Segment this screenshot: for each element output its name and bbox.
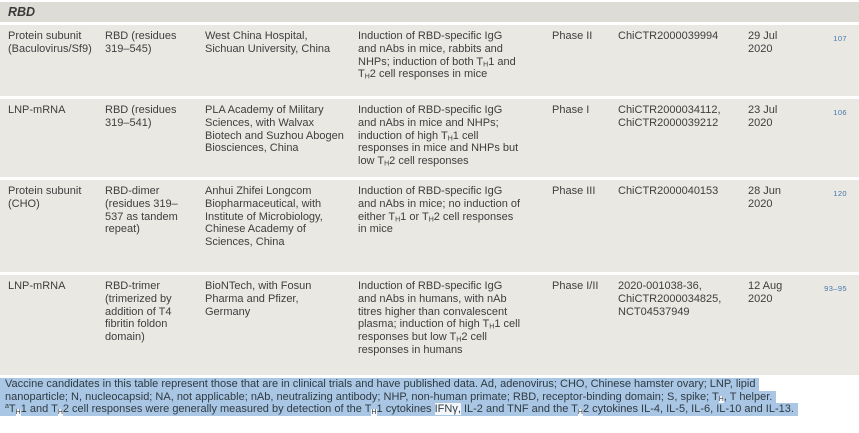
cell-date: 23 Jul 2020 bbox=[748, 104, 778, 129]
cell-phase: Phase II bbox=[552, 30, 593, 42]
cell-references: 107 bbox=[803, 30, 859, 96]
cell-immunogenicity: Induction of RBD-specific IgG and nAbs i… bbox=[358, 104, 519, 168]
table-row: LNP-mRNA RBD (residues 319–541) PLA Acad… bbox=[0, 99, 859, 177]
section-title: RBD bbox=[8, 5, 36, 19]
cell-platform: Protein subunit (CHO) bbox=[8, 185, 82, 210]
reference-link[interactable]: 106 bbox=[833, 108, 847, 117]
cell-immunogenicity: Induction of RBD-specific IgG and nAbs i… bbox=[358, 30, 516, 81]
reference-link[interactable]: 120 bbox=[833, 189, 847, 198]
cell-antigen: RBD-dimer (residues 319–537 as tandem re… bbox=[105, 185, 178, 236]
cell-platform: Protein subunit (Baculovirus/Sf9) bbox=[8, 30, 92, 55]
cell-developer: PLA Academy of Military Sciences, with W… bbox=[205, 104, 344, 155]
cell-trial-numbers: ChiCTR2000034112, ChiCTR2000039212 bbox=[618, 104, 721, 129]
cell-trial-numbers: 2020-001038-36, ChiCTR2000034825, NCT045… bbox=[618, 280, 722, 318]
cell-phase: Phase I/II bbox=[552, 280, 599, 292]
cell-trial-numbers: ChiCTR2000040153 bbox=[618, 185, 719, 197]
cell-references: 120 bbox=[803, 185, 859, 272]
table-row: Protein subunit (CHO) RBD-dimer (residue… bbox=[0, 180, 859, 272]
cell-date: 12 Aug 2020 bbox=[748, 280, 783, 305]
cell-date: 28 Jun 2020 bbox=[748, 185, 782, 210]
cell-date: 29 Jul 2020 bbox=[748, 30, 778, 55]
reference-link[interactable]: 107 bbox=[833, 34, 847, 43]
cell-platform: LNP-mRNA bbox=[8, 104, 66, 116]
reference-link[interactable]: 93–95 bbox=[824, 284, 847, 293]
footnote-line[interactable]: nanoparticle; N, nucleocapsid; NA, not a… bbox=[0, 390, 777, 404]
cell-antigen: RBD-trimer (trimerized by addition of T4… bbox=[105, 280, 172, 344]
table-row: Protein subunit (Baculovirus/Sf9) RBD (r… bbox=[0, 25, 859, 96]
cell-references: 93–95 bbox=[803, 280, 859, 375]
cell-phase: Phase I bbox=[552, 104, 590, 116]
cell-antigen: RBD (residues 319–541) bbox=[105, 104, 177, 129]
cell-antigen: RBD (residues 319–545) bbox=[105, 30, 177, 55]
cell-developer: Anhui Zhifei Longcom Biopharmaceutical, … bbox=[205, 185, 323, 249]
table-row: LNP-mRNA RBD-trimer (trimerized by addit… bbox=[0, 275, 859, 375]
cell-trial-numbers: ChiCTR2000039994 bbox=[618, 30, 719, 42]
cell-platform: LNP-mRNA bbox=[8, 280, 66, 292]
section-header-rbd: RBD bbox=[0, 2, 859, 22]
cell-immunogenicity: Induction of RBD-specific IgG and nAbs i… bbox=[358, 185, 521, 236]
cell-immunogenicity: Induction of RBD-specific IgG and nAbs i… bbox=[358, 280, 521, 356]
cell-developer: West China Hospital, Sichuan University,… bbox=[205, 30, 331, 55]
cell-references: 106 bbox=[803, 104, 859, 177]
footnote-line[interactable]: Vaccine candidates in this table represe… bbox=[0, 378, 760, 391]
cell-phase: Phase III bbox=[552, 185, 596, 197]
cell-developer: BioNTech, with Fosun Pharma and Pfizer, … bbox=[205, 280, 312, 318]
footnote-line[interactable]: aTH1 and TH2 cell responses were general… bbox=[0, 403, 798, 417]
footnote-selected-text: Vaccine candidates in this table represe… bbox=[0, 378, 859, 417]
